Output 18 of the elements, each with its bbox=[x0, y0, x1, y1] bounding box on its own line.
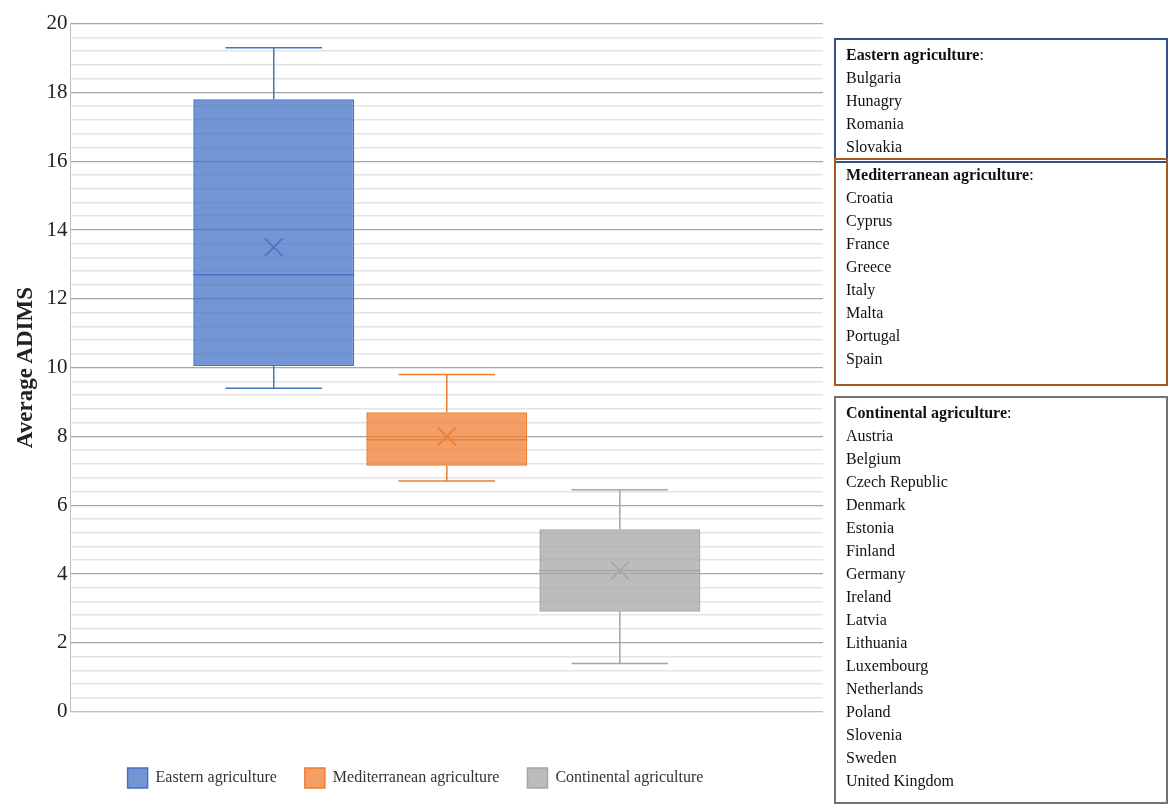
y-tick-label: 18 bbox=[46, 78, 68, 103]
y-tick-label: 4 bbox=[57, 560, 69, 585]
y-tick-label: 6 bbox=[57, 491, 68, 516]
text-panel: Mediterranean agriculture: Croatia Cyprus France Greece Italy Malta Portugal Spain bbox=[834, 158, 1168, 386]
legend-label: Continental agriculture bbox=[555, 768, 704, 787]
legend-label: Mediterranean agriculture bbox=[332, 768, 500, 787]
y-tick-label: 8 bbox=[57, 422, 68, 447]
y-tick-label: 20 bbox=[46, 10, 68, 35]
text-panel: Continental agriculture: Austria Belgium Czech Republic Denmark Estonia Finland Germany Ireland Latvia Lithuania Luxembourg Netherlands Poland Slovenia Sweden United Kingdom bbox=[834, 396, 1168, 804]
y-tick-label: 16 bbox=[46, 147, 68, 172]
y-tick-label: 12 bbox=[46, 285, 68, 310]
y-axis-title: Average ADIMS bbox=[11, 287, 37, 449]
y-tick-label: 0 bbox=[57, 698, 68, 723]
legend-label: Eastern agriculture bbox=[155, 768, 277, 787]
text-panel: Eastern agriculture: Bulgaria Hunagry Romania Slovakia bbox=[834, 38, 1168, 163]
y-tick-label: 14 bbox=[46, 216, 69, 241]
y-tick-label: 2 bbox=[57, 629, 68, 654]
y-tick-label: 10 bbox=[46, 354, 68, 379]
